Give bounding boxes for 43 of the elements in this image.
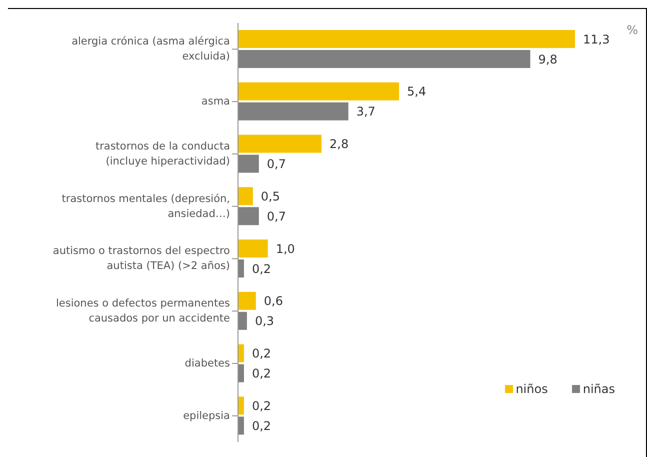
bar bbox=[238, 102, 348, 120]
data-label: 3,7 bbox=[356, 104, 376, 119]
bar bbox=[238, 292, 256, 310]
y-tick-label: alergia crónica (asma alérgica excluida) bbox=[72, 36, 230, 63]
data-label: 11,3 bbox=[583, 32, 610, 46]
data-label: 5,4 bbox=[407, 84, 426, 99]
bar bbox=[238, 416, 244, 435]
data-label: 0,2 bbox=[252, 262, 272, 276]
legend-label: niños bbox=[514, 382, 548, 396]
y-tick-label: autismo o trastornos del espectro autista (TEA) (>2 años) bbox=[52, 245, 230, 272]
y-tick-label: trastornos mentales (depresión, ansiedad…) bbox=[62, 192, 230, 220]
bar bbox=[238, 50, 530, 68]
text: % bbox=[626, 23, 638, 37]
bar bbox=[238, 312, 247, 330]
bar bbox=[238, 364, 244, 382]
data-label: 0,2 bbox=[252, 398, 272, 413]
bar bbox=[238, 396, 244, 415]
data-label: 0,2 bbox=[252, 418, 272, 433]
y-tick-label: lesiones o defectos permanentes causados por un accidente bbox=[56, 298, 230, 325]
data-label: 0,2 bbox=[252, 346, 272, 361]
data-label: 1,0 bbox=[276, 242, 295, 256]
data-label: 0,7 bbox=[266, 157, 286, 172]
data-label: 0,2 bbox=[252, 366, 272, 381]
y-tick-label: asma bbox=[201, 96, 230, 108]
bar bbox=[238, 82, 400, 100]
bar bbox=[238, 344, 244, 362]
data-label: 0,3 bbox=[254, 314, 274, 328]
bar bbox=[238, 134, 322, 153]
bar bbox=[238, 154, 259, 173]
y-tick-label: diabetes bbox=[184, 357, 230, 370]
bar bbox=[238, 30, 575, 48]
y-tick-label: trastornos de la conducta (incluye hiperactividad) bbox=[95, 140, 230, 168]
data-label: 9,8 bbox=[538, 52, 558, 66]
data-label: 0,6 bbox=[264, 294, 283, 308]
y-tick-label: epilepsia bbox=[183, 410, 230, 422]
bar bbox=[238, 260, 244, 278]
data-label: 2,8 bbox=[330, 137, 349, 152]
data-label: 0,5 bbox=[260, 189, 280, 204]
data-label: 0,7 bbox=[266, 209, 286, 224]
bar bbox=[238, 240, 268, 258]
bar bbox=[238, 187, 253, 206]
bar bbox=[238, 207, 259, 226]
legend-label: niñas bbox=[582, 382, 615, 396]
